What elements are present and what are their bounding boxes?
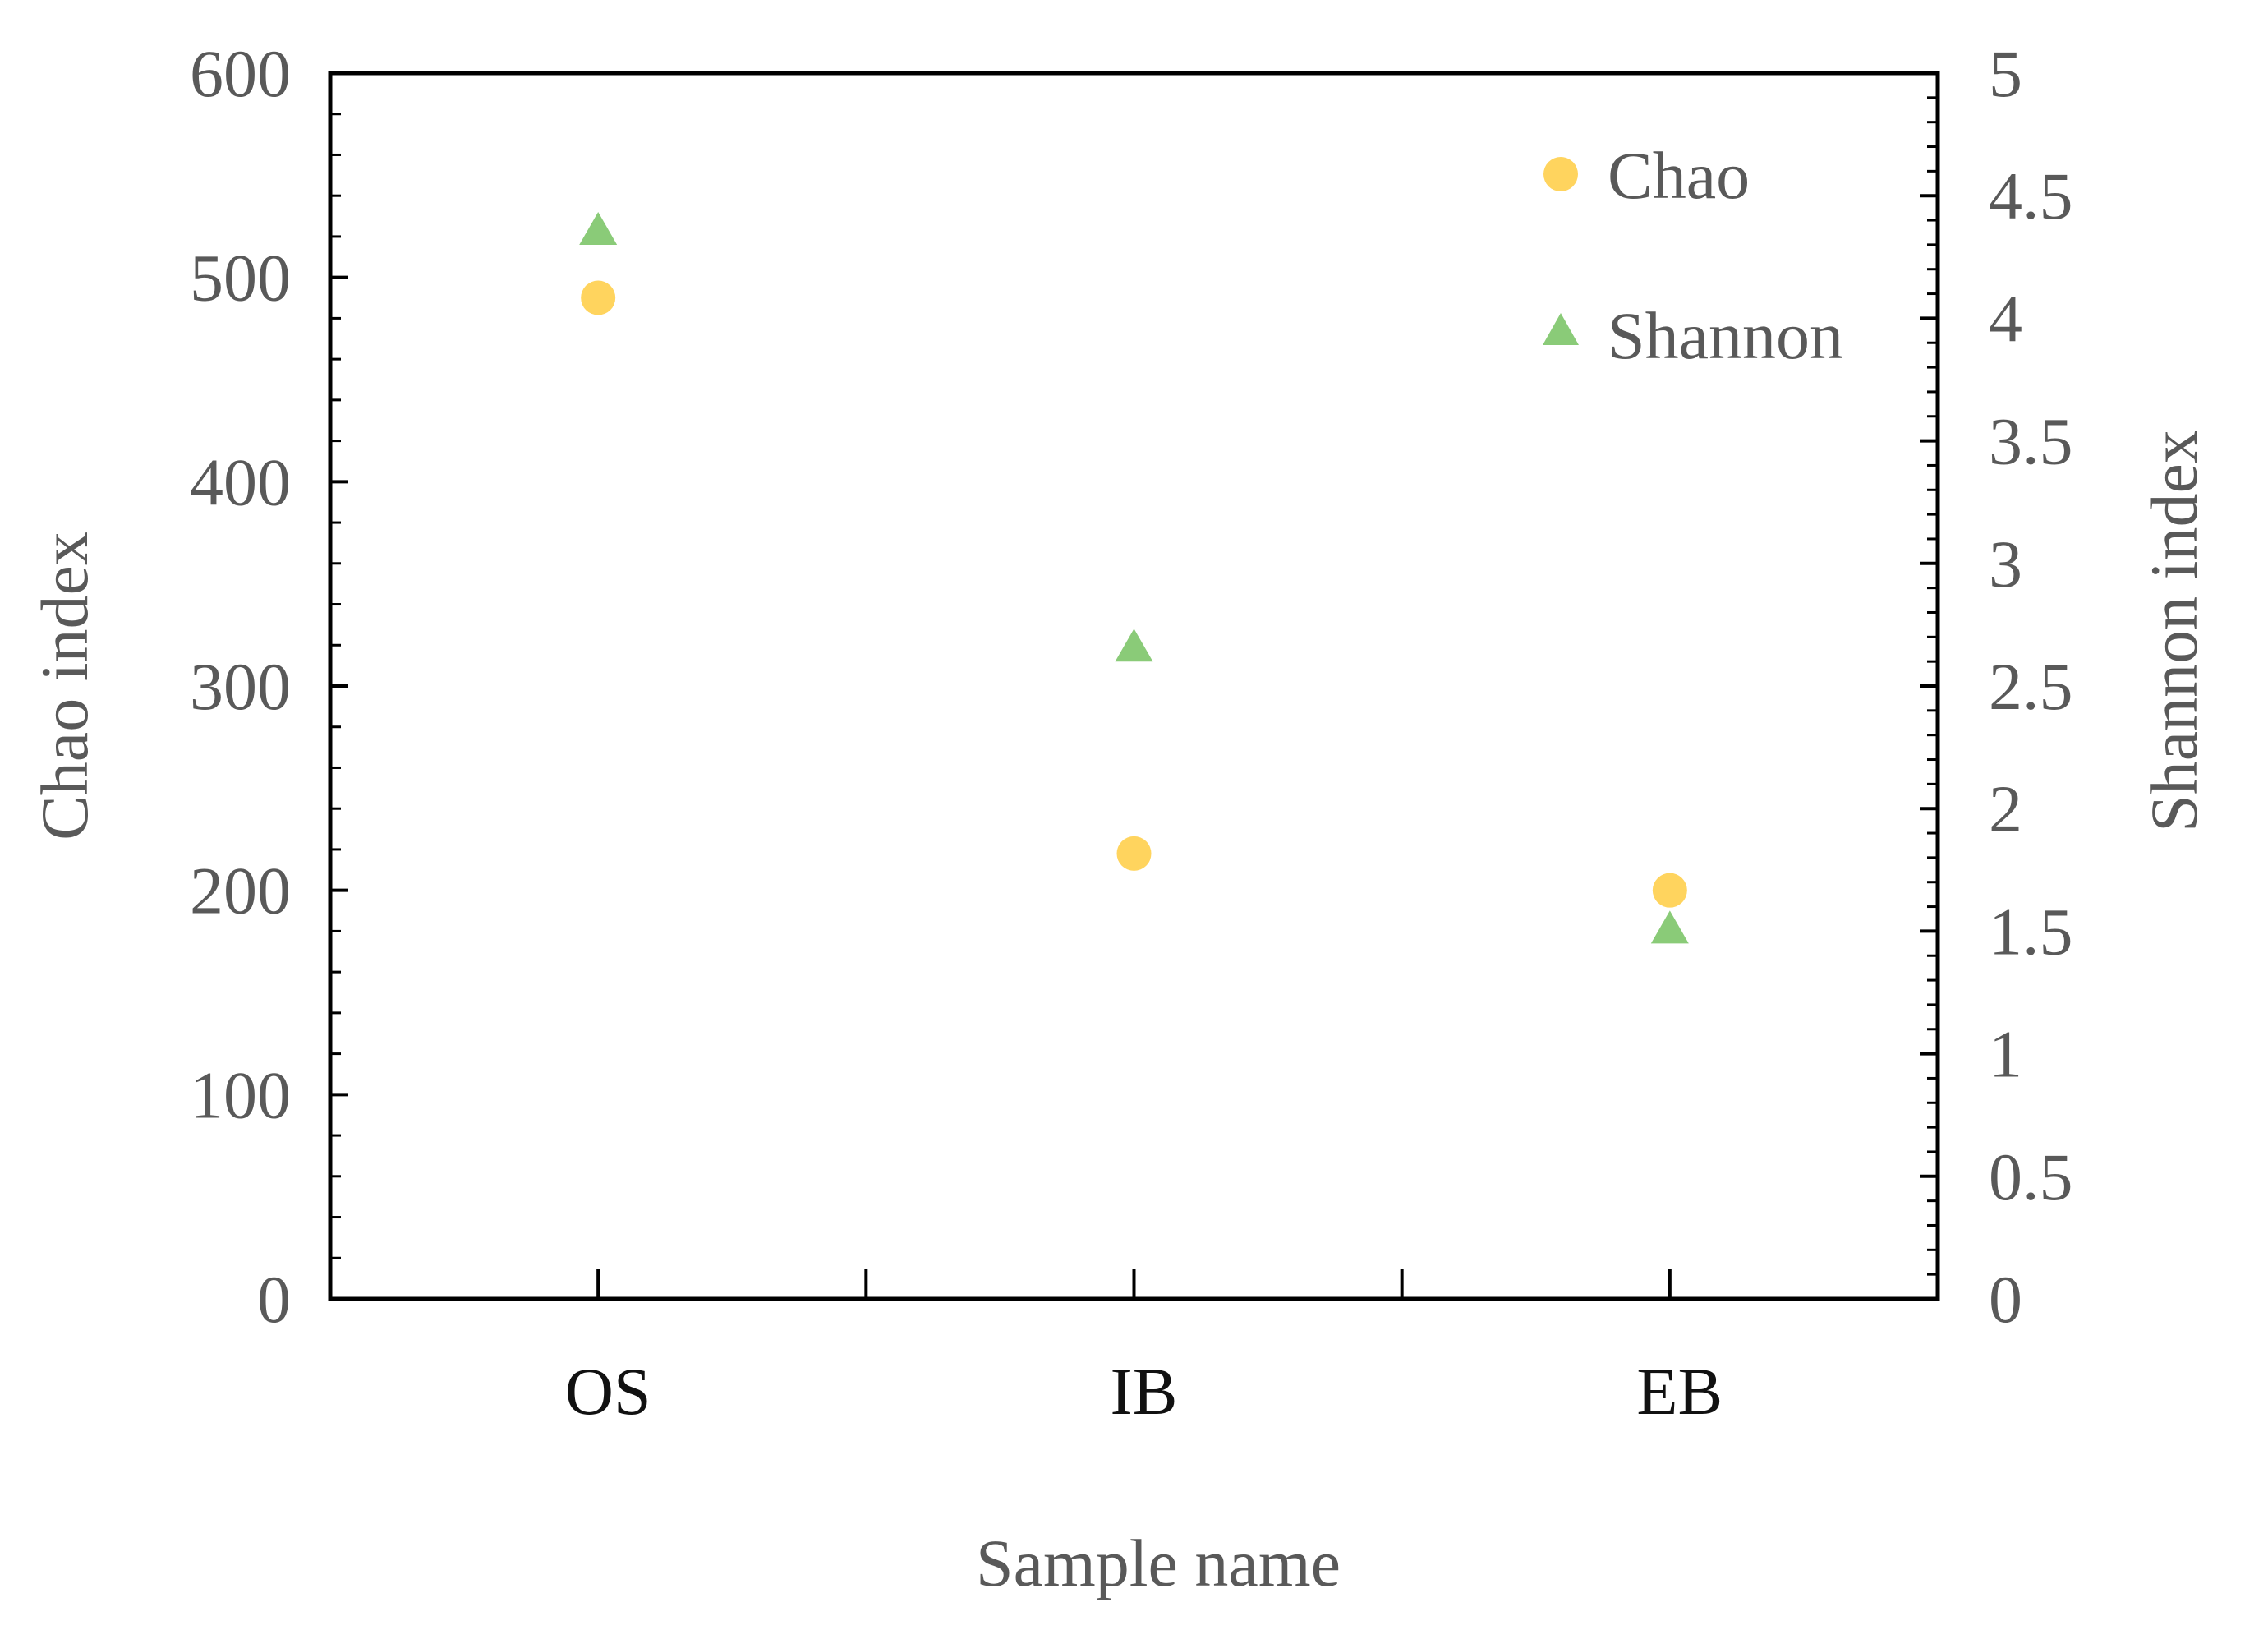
right-tick-label: 1.5: [1989, 894, 2073, 969]
plot-frame: [328, 71, 1940, 1301]
right-tick-label: 0: [1989, 1262, 2022, 1337]
y-axis-right-title: Shannon index: [2137, 430, 2211, 832]
shannon-point: [1115, 629, 1153, 662]
x-tick-label: EB: [1636, 1354, 1723, 1429]
chao-point: [1652, 873, 1687, 908]
x-tick-label: OS: [565, 1354, 651, 1429]
right-tick-label: 1: [1989, 1017, 2022, 1092]
y-axis-left-title: Chao index: [27, 532, 102, 840]
left-tick-label: 400: [190, 444, 291, 519]
x-axis-title: Sample name: [976, 1526, 1341, 1600]
right-tick-label: 0.5: [1989, 1140, 2073, 1214]
right-tick-label: 4: [1989, 281, 2022, 356]
x-axis-ticks: OS IB EB: [565, 1269, 1723, 1429]
left-tick-label: 600: [190, 36, 291, 111]
shannon-point: [579, 211, 618, 245]
chao-point: [581, 280, 616, 315]
right-tick-label: 3.5: [1989, 404, 2073, 479]
shannon-point: [1650, 910, 1689, 944]
x-tick-label: IB: [1111, 1354, 1178, 1429]
data-points: [579, 211, 1689, 944]
left-tick-label: 100: [190, 1057, 291, 1132]
left-tick-label: 500: [190, 241, 291, 315]
right-tick-label: 4.5: [1989, 159, 2073, 233]
right-tick-label: 3: [1989, 527, 2022, 601]
legend-label-chao: Chao: [1608, 138, 1750, 213]
legend-label-shannon: Shannon: [1608, 298, 1843, 373]
right-axis-ticks: 0 0.5 1 1.5 2 2.5 3 3.5 4 4.5 5: [1920, 36, 2073, 1337]
chao-point: [1116, 836, 1152, 871]
left-tick-label: 0: [257, 1262, 291, 1337]
left-tick-label: 200: [190, 854, 291, 928]
left-axis-ticks: 0 100 200 300 400 500 600: [190, 36, 348, 1337]
right-tick-label: 2.5: [1989, 649, 2073, 724]
legend-marker-chao: [1543, 157, 1578, 191]
legend: Chao Shannon: [1543, 138, 1843, 373]
right-tick-label: 2: [1989, 771, 2022, 846]
left-tick-label: 300: [190, 649, 291, 724]
legend-marker-shannon: [1543, 313, 1579, 345]
right-tick-label: 5: [1989, 36, 2022, 111]
